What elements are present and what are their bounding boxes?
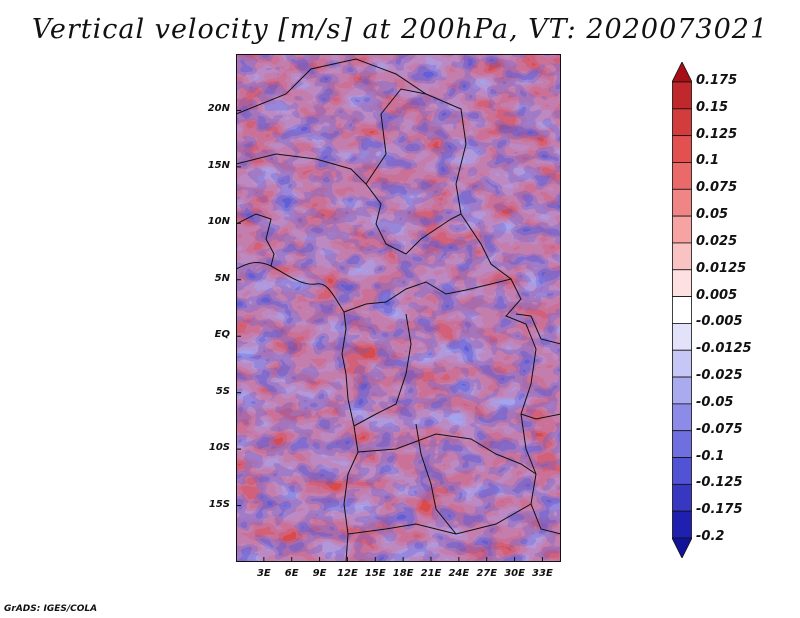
colorbar-box (672, 242, 692, 271)
lat-label: 5S (215, 385, 230, 397)
colorbar-tick-label: 0.05 (696, 207, 729, 223)
colorbar-box (672, 215, 692, 244)
border-angola-south (347, 503, 532, 535)
lat-label: 5N (214, 272, 230, 284)
colorbar-tick-label: 0.125 (696, 126, 738, 142)
lat-label: 10N (207, 216, 230, 228)
field-shading (236, 54, 561, 562)
colorbar-tick-label: -0.075 (696, 421, 743, 437)
lat-label: 15N (207, 159, 230, 171)
lon-label: 33E (532, 568, 553, 579)
colorbar-bottom-arrow (672, 537, 692, 558)
border-angola-east (415, 423, 457, 535)
colorbar-tick-label: 0.075 (696, 180, 738, 196)
colorbar-tick-label: -0.175 (696, 502, 743, 518)
lon-label: 30E (504, 568, 525, 579)
lon-label: 24E (448, 568, 470, 579)
colorbar-tick-label: -0.1 (696, 448, 725, 464)
lon-label: 3E (256, 568, 271, 579)
colorbar-tick-label: 0.0125 (696, 260, 747, 276)
border-chad (365, 88, 427, 185)
colorbar-box (672, 323, 692, 351)
colorbar-box (672, 188, 692, 217)
colorbar-tick-label: -0.025 (696, 368, 743, 384)
colorbar-box (672, 108, 692, 137)
colorbar-box (672, 403, 692, 432)
lat-label: EQ (214, 329, 230, 341)
colorbar-tick-label: -0.2 (696, 529, 725, 544)
border-angola-drc (357, 433, 537, 475)
colorbar-tick-label: -0.125 (696, 475, 743, 491)
colorbar-box (672, 376, 692, 405)
border-nigeria (236, 213, 275, 267)
axis-ticks (236, 109, 543, 562)
chart-title: Vertical velocity [m/s] at 200hPa, VT: 2… (31, 14, 769, 45)
colorbar-box (672, 510, 692, 539)
credit-text: GrADS: IGES/COLA (4, 604, 98, 614)
colorbar-tick-label: 0.175 (696, 73, 738, 88)
border-central-north (236, 153, 462, 255)
colorbar-box (672, 430, 692, 458)
colorbar-box (672, 349, 692, 378)
colorbar-box (672, 135, 692, 163)
border-lake-region (520, 413, 561, 420)
lon-label: 12E (337, 568, 358, 579)
vertical-velocity-field (236, 54, 561, 562)
lon-label: 6E (284, 568, 299, 579)
colorbar-tick-label: 0.1 (696, 153, 720, 169)
field-shading-overlay (236, 54, 561, 562)
colorbar-box (672, 81, 692, 110)
border-uganda (515, 313, 561, 345)
lon-label: 15E (364, 568, 386, 579)
colorbar-box (672, 296, 692, 324)
colorbar-tick-label: 0.025 (696, 233, 738, 249)
map-panel (236, 54, 561, 562)
lat-label: 20N (207, 103, 230, 115)
country-borders (236, 58, 561, 562)
colorbar-box (672, 457, 692, 485)
colorbar-tick-label: -0.05 (696, 394, 734, 410)
border-congo-north (343, 278, 512, 313)
colorbar-tick-label: -0.0125 (696, 341, 752, 357)
lon-label: 21E (420, 568, 442, 579)
colorbar-box (672, 162, 692, 190)
border-east (236, 58, 561, 535)
colorbar-top-arrow (672, 62, 692, 83)
map-frame (236, 54, 561, 562)
coastline-west (236, 262, 359, 562)
colorbar-box (672, 483, 692, 512)
lon-label: 27E (476, 568, 498, 579)
colorbar-tick-label: 0.005 (696, 287, 738, 303)
lat-label: 10S (208, 442, 230, 454)
colorbar-tick-label: 0.15 (696, 99, 729, 115)
lon-label: 9E (312, 568, 327, 579)
border-congo-west (353, 313, 412, 427)
colorbar-tick-label: -0.005 (696, 314, 743, 330)
colorbar (672, 62, 692, 558)
lat-label: 15S (208, 498, 230, 510)
colorbar-box (672, 269, 692, 297)
lon-label: 18E (392, 568, 414, 579)
